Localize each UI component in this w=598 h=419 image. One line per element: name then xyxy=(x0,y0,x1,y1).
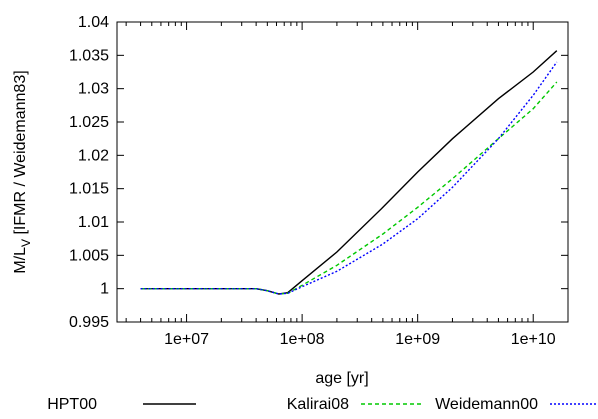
y-axis-label: M/LV [IFMR / Weidemann83] xyxy=(12,70,33,273)
y-tick-label: 1 xyxy=(100,281,109,298)
legend-label-weidemann00: Weidemann00 xyxy=(435,396,538,413)
y-axis-label-subscript: V xyxy=(19,239,33,247)
series-lines xyxy=(140,50,558,295)
x-tick-label: 1e+07 xyxy=(164,331,209,348)
y-axis-label-rest: [IFMR / Weidemann83] xyxy=(12,70,29,239)
y-tick-label: 1.025 xyxy=(69,114,109,131)
y-tick-label: 1.015 xyxy=(69,181,109,198)
y-tick-label: 1.01 xyxy=(78,214,109,231)
y-tick-label: 1.04 xyxy=(78,14,109,31)
y-tick-label: 0.995 xyxy=(69,314,109,331)
legend-label-kalirai08: Kalirai08 xyxy=(287,396,349,413)
y-tick-label: 1.02 xyxy=(78,147,109,164)
plot-area-frame xyxy=(116,21,569,323)
legend: HPT00 Kalirai08 Weidemann00 xyxy=(47,396,596,413)
y-axis-label-main: M/L xyxy=(12,247,29,274)
x-axis-ticks: 1e+07 1e+08 1e+09 1e+10 xyxy=(125,22,556,348)
y-tick-label: 1.03 xyxy=(78,81,109,98)
x-tick-label: 1e+08 xyxy=(280,331,325,348)
y-tick-label: 1.035 xyxy=(69,47,109,64)
legend-label-hpt00: HPT00 xyxy=(47,396,97,413)
series-line-weidemann00 xyxy=(140,61,558,295)
x-axis-label: age [yr] xyxy=(315,370,368,387)
x-tick-label: 1e+10 xyxy=(511,331,556,348)
x-tick-label: 1e+09 xyxy=(395,331,440,348)
series-line-kalirai08 xyxy=(140,81,558,295)
y-axis-ticks: 0.995 1 1.005 1.01 1.015 1.02 1.025 1.03 1.035 1.… xyxy=(69,14,568,331)
y-tick-label: 1.005 xyxy=(69,247,109,264)
